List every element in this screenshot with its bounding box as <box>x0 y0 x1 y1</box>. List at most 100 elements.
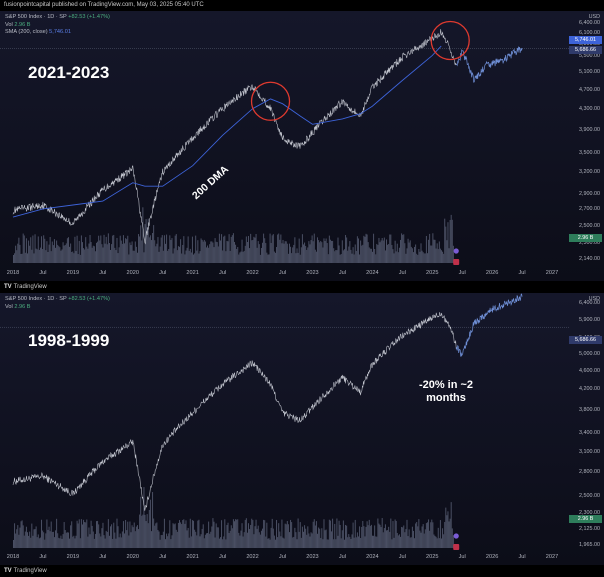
y-tick-label: 3,500.00 <box>579 150 600 157</box>
price-series-line <box>12 312 457 511</box>
y-tick-label: 2,800.00 <box>579 469 600 476</box>
volume-bar <box>224 519 226 548</box>
volume-bar <box>353 537 355 548</box>
volume-bar <box>355 250 357 263</box>
volume-bar <box>91 525 93 548</box>
volume-bar <box>398 534 400 548</box>
volume-bar <box>158 531 160 548</box>
y-tick-label: 4,300.00 <box>579 105 600 112</box>
volume-bar <box>174 523 176 548</box>
volume-bar <box>140 496 142 548</box>
volume-bar <box>304 525 306 548</box>
volume-bar <box>133 250 135 263</box>
volume-bar <box>147 523 149 548</box>
volume-bar <box>292 247 294 263</box>
volume-bar <box>273 251 275 263</box>
volume-bar <box>156 243 158 263</box>
volume-bar <box>282 239 284 263</box>
volume-bar <box>177 522 179 548</box>
volume-bar <box>237 247 239 263</box>
volume-bar <box>45 250 47 263</box>
volume-bar <box>403 234 405 263</box>
volume-bar <box>194 529 196 548</box>
x-axis-2: 2018 Jul 2019 Jul 2020 Jul 2021 Jul 2022 Jul 2023 J… <box>0 553 570 563</box>
volume-bar <box>88 243 90 263</box>
price-chart-1[interactable] <box>0 11 604 281</box>
volume-bar <box>241 239 243 263</box>
volume-bar <box>400 536 402 548</box>
chart-legend-1: S&P 500 Index · 1D · SP +82.53 (+1.47%) … <box>5 14 110 37</box>
volume-bar <box>409 537 411 548</box>
volume-bar <box>99 240 101 263</box>
x-tick-label: 2023 <box>306 554 319 560</box>
chart-title-1: 2021-2023 <box>28 63 110 82</box>
volume-bar <box>378 523 380 548</box>
volume-bar <box>217 246 219 263</box>
volume-bar <box>168 249 170 263</box>
volume-bar <box>118 247 120 263</box>
volume-bar <box>446 240 448 263</box>
volume-bar <box>89 235 91 263</box>
volume-bar <box>141 515 143 548</box>
volume-bar <box>315 251 317 263</box>
volume-bar <box>279 531 281 548</box>
volume-bar <box>18 534 20 548</box>
x-tick-label: 2026 <box>485 270 499 276</box>
volume-bar <box>122 235 124 263</box>
volume-bar <box>396 532 398 548</box>
volume-bar <box>50 251 52 263</box>
volume-bar <box>50 521 52 548</box>
highlight-circle <box>430 20 470 61</box>
chart-panel-1998-1999[interactable]: S&P 500 Index · 1D · SP +82.53 (+1.47%) … <box>0 293 604 565</box>
volume-bar <box>338 520 340 548</box>
volume-bar <box>383 237 385 263</box>
volume-bar <box>198 519 200 548</box>
chart-panel-2021-2023[interactable]: S&P 500 Index · 1D · SP +82.53 (+1.47%) … <box>0 11 604 281</box>
volume-bar <box>124 243 126 263</box>
volume-bar <box>212 242 214 263</box>
volume-bar <box>407 238 409 263</box>
volume-bar <box>30 237 32 263</box>
volume-bar <box>452 535 454 548</box>
volume-bar <box>248 523 250 548</box>
volume-bar <box>136 252 138 263</box>
legend-vol-label: Vol <box>5 21 13 28</box>
volume-bar <box>103 234 105 263</box>
x-tick-label: Jul <box>39 270 47 276</box>
volume-bar <box>386 530 388 548</box>
x-tick-label: 2022 <box>246 554 259 560</box>
volume-bar <box>18 237 20 263</box>
volume-bar <box>246 242 248 263</box>
volume-bar <box>270 242 272 263</box>
volume-bar <box>157 529 159 548</box>
volume-bar <box>368 519 370 548</box>
price-chart-2[interactable] <box>0 293 604 565</box>
y-tick-label: 2,125.00 <box>579 525 600 532</box>
y-tick-label: 3,200.00 <box>579 169 600 176</box>
volume-bar <box>265 243 267 263</box>
volume-bar <box>391 245 393 263</box>
volume-bar <box>369 248 371 263</box>
volume-bar <box>132 250 134 263</box>
volume-bar <box>111 524 113 548</box>
volume-bar <box>253 534 255 548</box>
y-tick-label: 2,900.00 <box>579 190 600 197</box>
volume-bar <box>273 535 275 548</box>
volume-bar <box>108 535 110 548</box>
y-tick-label: 5,500.00 <box>579 52 600 59</box>
y-tick-label: 2,500.00 <box>579 222 600 229</box>
volume-bar <box>235 519 237 548</box>
volume-bar <box>155 523 157 548</box>
volume-bar <box>139 236 141 263</box>
volume-bar <box>31 249 33 263</box>
volume-bar <box>94 533 96 548</box>
volume-bar <box>256 247 258 263</box>
volume-bar <box>43 235 45 263</box>
volume-bar <box>143 252 145 263</box>
volume-bar <box>359 526 361 548</box>
volume-bar <box>412 252 414 263</box>
volume-bar <box>242 536 244 548</box>
volume-bar <box>342 250 344 263</box>
volume-bar <box>426 253 428 263</box>
volume-bar <box>266 252 268 263</box>
